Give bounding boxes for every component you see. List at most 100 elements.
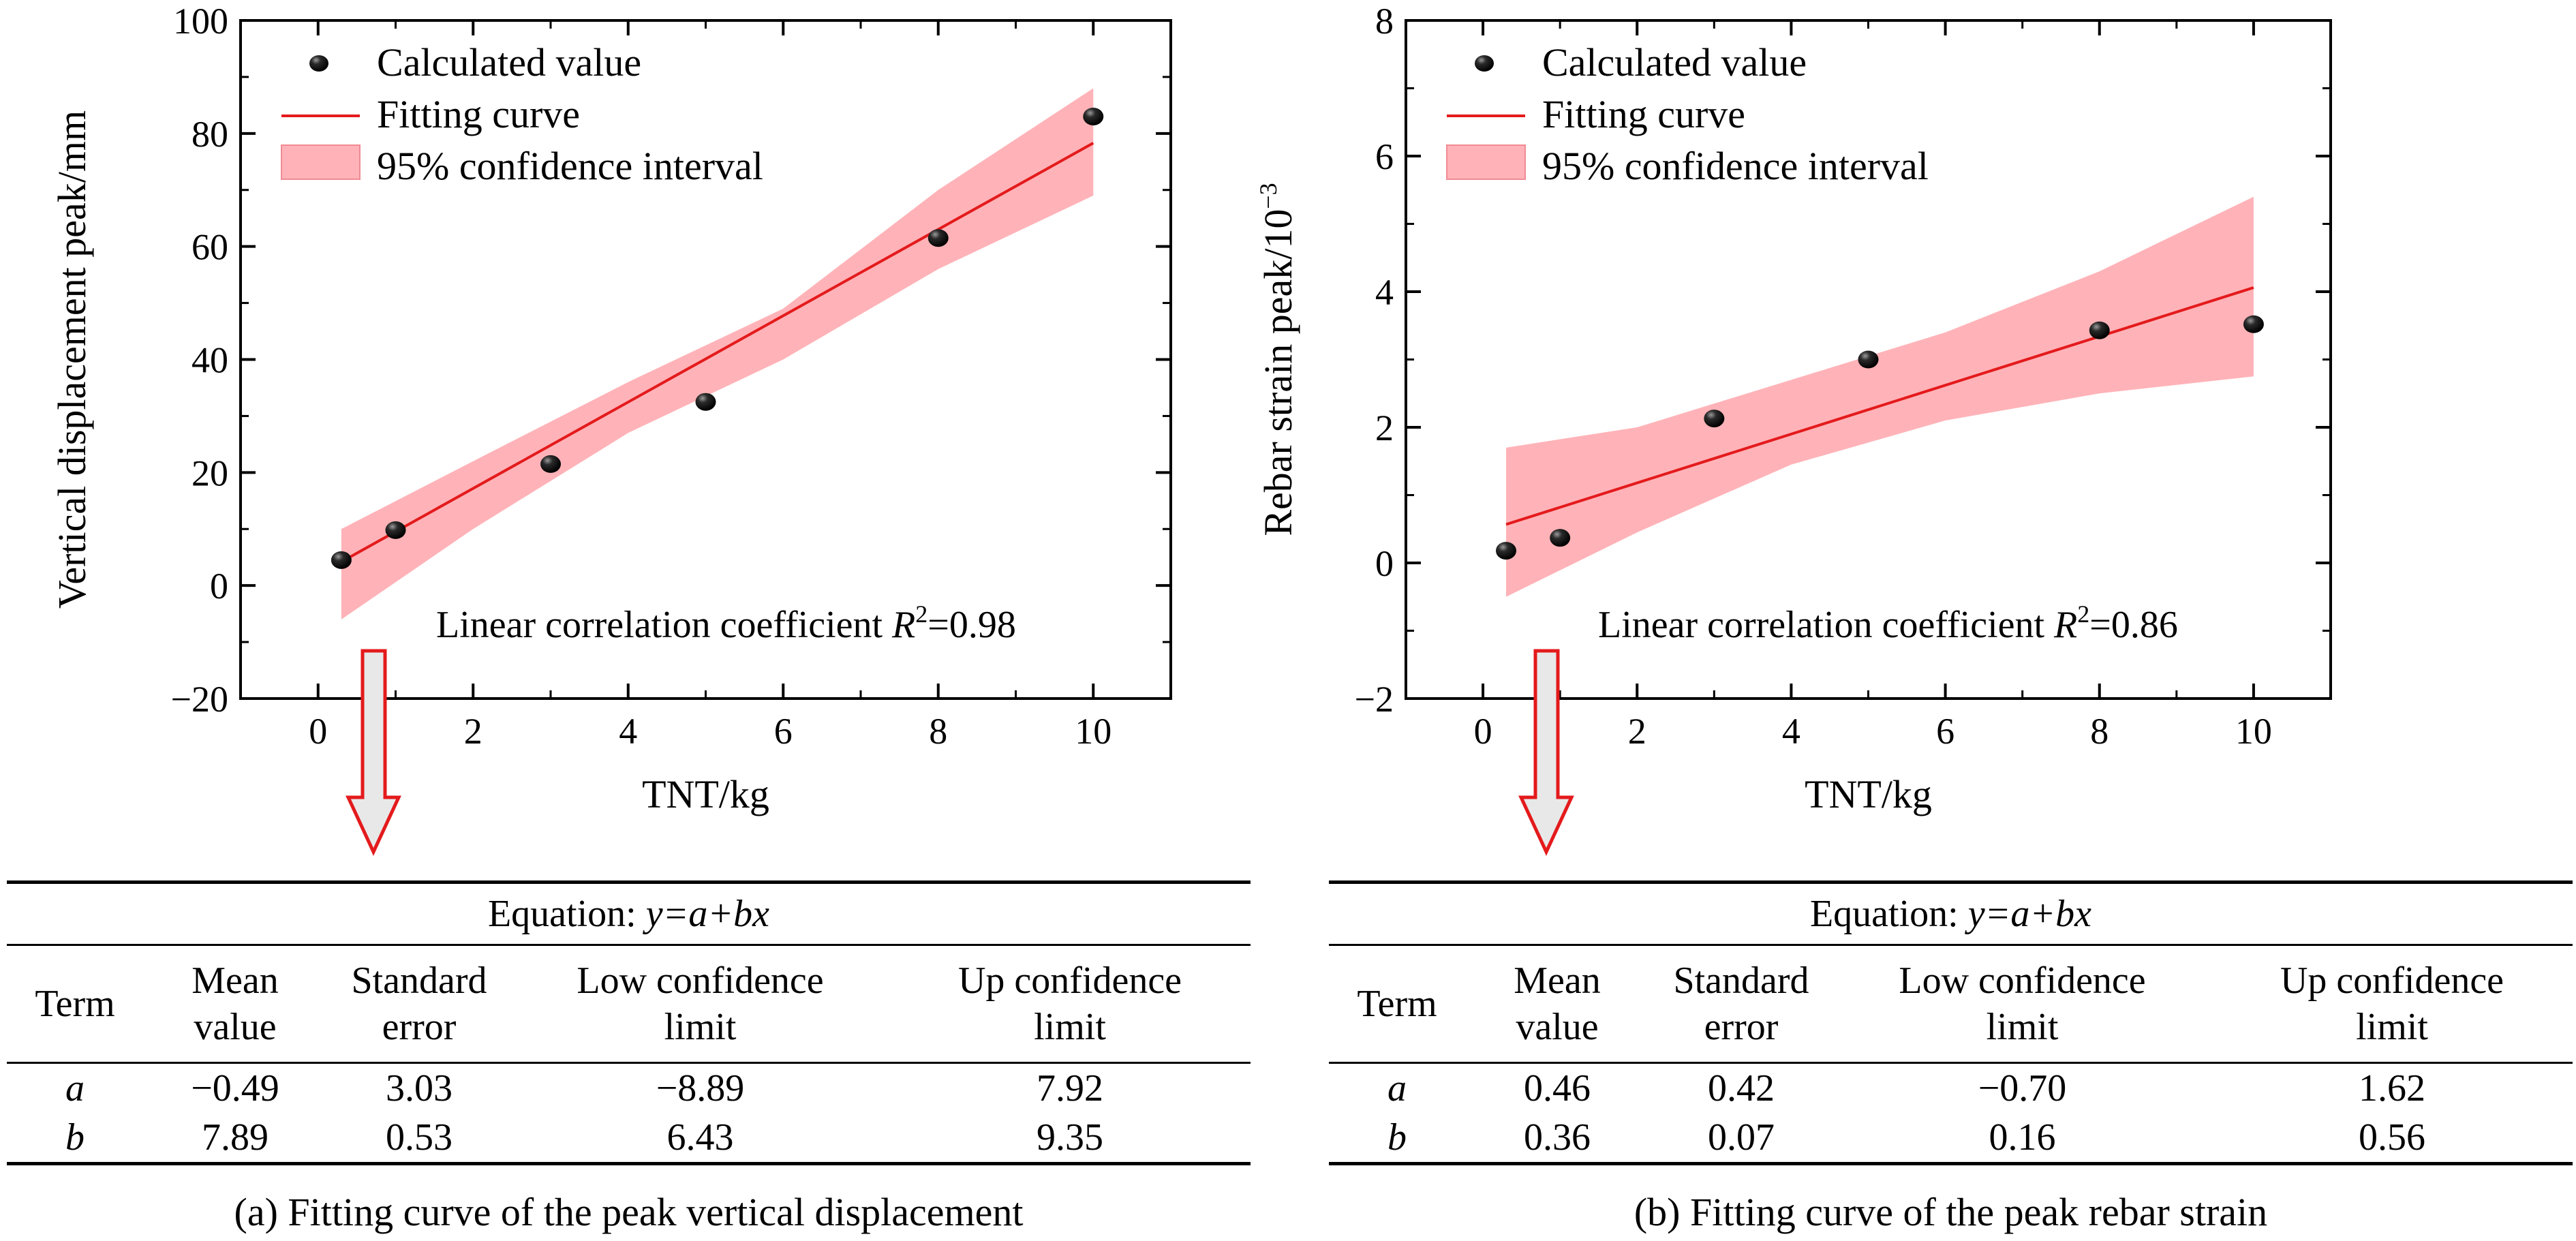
coefficient-table-b: Equation: y=a+bx Term Mean value Standard er… xyxy=(1329,880,2573,1165)
data-point xyxy=(540,455,561,473)
equation-label: Equation: xyxy=(487,893,646,935)
legend-label: Calculated value xyxy=(377,40,641,85)
data-point xyxy=(927,229,949,247)
table-cell: −8.89 xyxy=(656,1067,745,1109)
legend-label: Fitting curve xyxy=(377,92,580,136)
y-tick-label: 8 xyxy=(1375,1,1394,42)
legend-point-icon xyxy=(1475,55,1494,72)
data-point xyxy=(331,551,352,569)
table-cell: 0.07 xyxy=(1649,1113,1833,1165)
x-axis-label: TNT/kg xyxy=(642,772,769,816)
data-point xyxy=(1858,350,1879,369)
data-point xyxy=(2243,315,2264,333)
displacement-chart: 0 2 4 6 8 10 −20 0 20 40 60 80 100 TNT/kg Vertical dis… xyxy=(50,1,1172,816)
data-point xyxy=(1083,107,1104,125)
legend-label: Fitting curve xyxy=(1542,92,1745,136)
y-axis-label-superscript: −3 xyxy=(1255,183,1282,209)
table-term-cell: b xyxy=(1329,1113,1465,1165)
annotation-value: =0.98 xyxy=(927,604,1016,646)
x-tick-label: 0 xyxy=(309,711,327,752)
equation-formula: y=a+bx xyxy=(1967,893,2092,935)
equation-row: Equation: y=a+bx xyxy=(7,880,1251,946)
annotation-r: R xyxy=(2053,604,2077,646)
legend-label: 95% confidence interval xyxy=(1542,144,1929,188)
y-tick-label: 40 xyxy=(191,340,228,381)
legend-label: Calculated value xyxy=(1542,40,1807,85)
table-header-cell: Low confidence limit xyxy=(511,945,889,1064)
down-arrow-icon xyxy=(346,649,401,856)
table-cell: 0.36 xyxy=(1465,1113,1649,1165)
y-tick-label: 60 xyxy=(191,227,228,268)
y-axis-label: Rebar strain peak/10−3 xyxy=(1255,183,1300,536)
table-row: b 0.36 0.07 0.16 0.56 xyxy=(1329,1113,2573,1165)
data-point xyxy=(695,393,716,411)
y-tick-label: 80 xyxy=(191,114,228,155)
r-squared-annotation: Linear correlation coefficient R2=0.86 xyxy=(1598,600,2178,646)
rebar-strain-chart: 0 2 4 6 8 10 −2 0 2 4 6 8 TNT/kg Rebar strain peak/10… xyxy=(1255,1,2332,816)
x-tick-label: 8 xyxy=(929,711,947,752)
table-header-cell: Up confidence limit xyxy=(889,945,1251,1064)
equation-formula: y=a+bx xyxy=(645,893,770,935)
table-cell: 0.56 xyxy=(2211,1113,2573,1165)
x-tick-label: 6 xyxy=(1936,711,1954,752)
caption-a: (a) Fitting curve of the peak vertical d… xyxy=(234,1190,1024,1234)
table-header-cell: Standard error xyxy=(327,945,511,1064)
table-term-cell: a xyxy=(1387,1067,1407,1109)
table-header-row: Term Mean value Standard error Low confidence… xyxy=(1329,945,2573,1064)
table-cell: 0.42 xyxy=(1708,1067,1775,1109)
y-tick-label: 20 xyxy=(191,453,228,493)
y-tick-label: 6 xyxy=(1375,136,1394,177)
x-tick-label: 0 xyxy=(1474,711,1492,752)
x-tick-label: 2 xyxy=(464,711,482,752)
y-tick-label: 0 xyxy=(1375,543,1394,584)
r-squared-annotation: Linear correlation coefficient R2=0.98 xyxy=(436,600,1016,646)
down-arrow-icon xyxy=(1518,649,1574,856)
y-axis-label-text: Rebar strain peak/10 xyxy=(1256,209,1300,536)
annotation-sup: 2 xyxy=(915,600,927,628)
x-tick-label: 6 xyxy=(774,711,793,752)
table-header-row: Term Mean value Standard error Low confidence… xyxy=(7,945,1251,1064)
y-tick-label: 100 xyxy=(173,1,228,42)
table-cell: 3.03 xyxy=(386,1067,453,1109)
annotation-value: =0.86 xyxy=(2089,604,2178,646)
table-row: a −0.49 3.03 −8.89 7.92 xyxy=(7,1063,1251,1114)
table-cell: −0.49 xyxy=(191,1067,279,1109)
table-cell: 6.43 xyxy=(511,1113,889,1165)
data-point xyxy=(1704,410,1725,428)
legend-band-icon xyxy=(1446,144,1526,180)
data-point xyxy=(1496,542,1517,560)
x-tick-label: 8 xyxy=(2090,711,2109,752)
legend-label: 95% confidence interval xyxy=(377,144,763,188)
data-point xyxy=(1550,529,1571,547)
x-tick-label: 4 xyxy=(1782,711,1800,752)
y-tick-label: 4 xyxy=(1375,272,1394,313)
y-axis-label-text: Vertical displacement peak/mm xyxy=(50,110,94,609)
table-header-cell: Term xyxy=(1329,945,1465,1064)
y-axis-label: Vertical displacement peak/mm xyxy=(50,110,94,609)
table-header-cell: Standard error xyxy=(1649,945,1833,1064)
table-cell: 0.16 xyxy=(1833,1113,2211,1165)
table-header-cell: Low confidence limit xyxy=(1833,945,2211,1064)
data-point xyxy=(2089,321,2110,339)
table-term-cell: a xyxy=(65,1067,85,1109)
fitting-line xyxy=(1505,286,2254,526)
table-header-cell: Mean value xyxy=(1465,945,1649,1064)
table-row: a 0.46 0.42 −0.70 1.62 xyxy=(1329,1063,2573,1114)
table-cell: 1.62 xyxy=(2359,1067,2425,1109)
x-tick-label: 4 xyxy=(619,711,637,752)
table-row: b 7.89 0.53 6.43 9.35 xyxy=(7,1113,1251,1165)
table-cell: 7.89 xyxy=(143,1113,327,1165)
y-tick-label: −2 xyxy=(1355,679,1394,720)
y-tick-label: 0 xyxy=(210,566,228,607)
annotation-text: Linear correlation coefficient xyxy=(436,604,892,646)
table-header-cell: Term xyxy=(7,945,143,1064)
table-cell: 0.46 xyxy=(1524,1067,1591,1109)
y-tick-label: 2 xyxy=(1375,408,1394,448)
y-tick-label: −20 xyxy=(171,679,228,720)
data-point xyxy=(385,521,406,539)
confidence-band xyxy=(1506,196,2254,597)
x-tick-label: 10 xyxy=(2235,711,2272,752)
table-header-cell: Up confidence limit xyxy=(2211,945,2573,1064)
x-tick-label: 10 xyxy=(1075,711,1111,752)
